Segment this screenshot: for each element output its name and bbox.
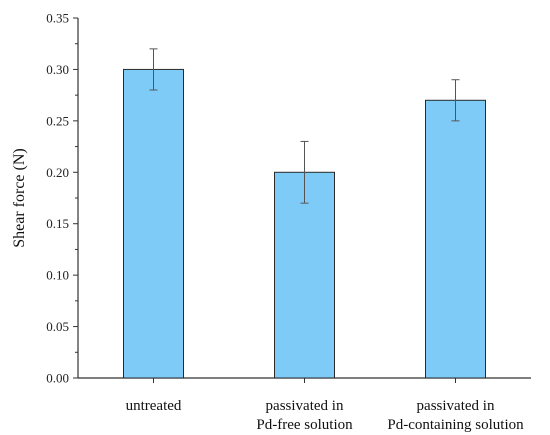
bar xyxy=(274,171,335,379)
category-label-line: passivated in xyxy=(417,398,495,414)
y-tick-label: 0.15 xyxy=(46,216,69,231)
y-tick-label: 0.20 xyxy=(46,165,69,180)
y-tick-label: 0.05 xyxy=(46,319,69,334)
y-tick-label: 0.10 xyxy=(46,268,69,283)
y-tick-label: 0.25 xyxy=(46,113,69,128)
category-label: passivated in Pd-containing solution xyxy=(387,398,524,433)
category-label-line: Pd-containing solution xyxy=(387,417,524,433)
y-axis: 0.00 0.05 0.10 0.15 0.20 0.25 0.30 0.35 xyxy=(46,11,79,386)
y-tick-label: 0.00 xyxy=(46,371,69,386)
category-label-line: passivated in xyxy=(266,398,344,414)
x-axis xyxy=(78,377,531,383)
y-tick-label: 0.35 xyxy=(46,11,69,26)
bars xyxy=(123,68,486,379)
category-label-line: Pd-free solution xyxy=(256,417,353,433)
y-tick-label: 0.30 xyxy=(46,62,69,77)
bar xyxy=(425,99,486,379)
category-label-line: untreated xyxy=(126,398,182,414)
category-label: untreated xyxy=(126,398,182,414)
y-axis-title: Shear force (N) xyxy=(11,148,28,248)
bar xyxy=(123,68,184,379)
category-label: passivated in Pd-free solution xyxy=(256,398,353,433)
category-labels: untreated passivated in Pd-free solutionpa… xyxy=(126,398,525,433)
error-bars xyxy=(149,48,460,204)
